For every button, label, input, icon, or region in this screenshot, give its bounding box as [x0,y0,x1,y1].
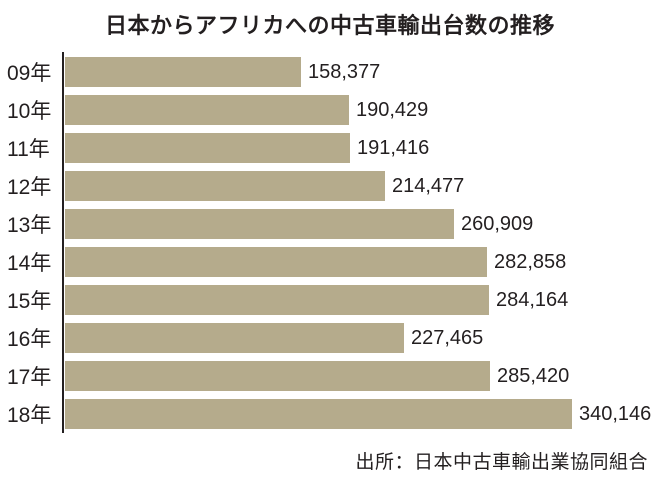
bar [65,95,349,125]
chart-row: 18年 340,146 [0,395,660,433]
year-label: 16年 [7,328,52,351]
bar [65,285,489,315]
chart-title: 日本からアフリカへの中古車輸出台数の推移 [104,13,555,38]
bar [65,361,490,391]
chart-row: 16年 227,465 [0,319,660,357]
year-label: 14年 [7,252,52,275]
bar [65,133,350,163]
value-label: 191,416 [357,136,430,159]
chart-row: 10年 190,429 [0,91,660,129]
bar [65,399,572,429]
chart-row: 09年 158,377 [0,53,660,91]
chart-row: 12年 214,477 [0,167,660,205]
source-note: 出所：日本中古車輸出業協同組合 [355,452,648,473]
value-label: 158,377 [308,60,381,83]
y-axis-line [62,52,64,433]
chart-row: 11年 191,416 [0,129,660,167]
value-label: 190,429 [356,98,429,121]
year-label: 10年 [7,100,52,123]
chart-row: 14年 282,858 [0,243,660,281]
value-label: 227,465 [411,326,484,349]
year-label: 09年 [7,62,52,85]
year-label: 11年 [7,138,50,161]
bar [65,171,385,201]
value-label: 340,146 [579,402,652,425]
value-label: 285,420 [497,364,570,387]
chart-row: 13年 260,909 [0,205,660,243]
year-label: 15年 [7,290,52,313]
year-label: 17年 [7,366,52,389]
chart-row: 15年 284,164 [0,281,660,319]
year-label: 12年 [7,176,52,199]
value-label: 214,477 [392,174,465,197]
year-label: 13年 [7,214,52,237]
value-label: 284,164 [496,288,569,311]
year-label: 18年 [7,404,52,427]
value-label: 282,858 [494,250,567,273]
bar [65,323,404,353]
bar [65,247,487,277]
bars-area: 09年 158,377 10年 190,429 11年 191,416 12年 … [0,53,660,433]
bar [65,209,454,239]
chart-row: 17年 285,420 [0,357,660,395]
bar [65,57,301,87]
value-label: 260,909 [461,212,534,235]
